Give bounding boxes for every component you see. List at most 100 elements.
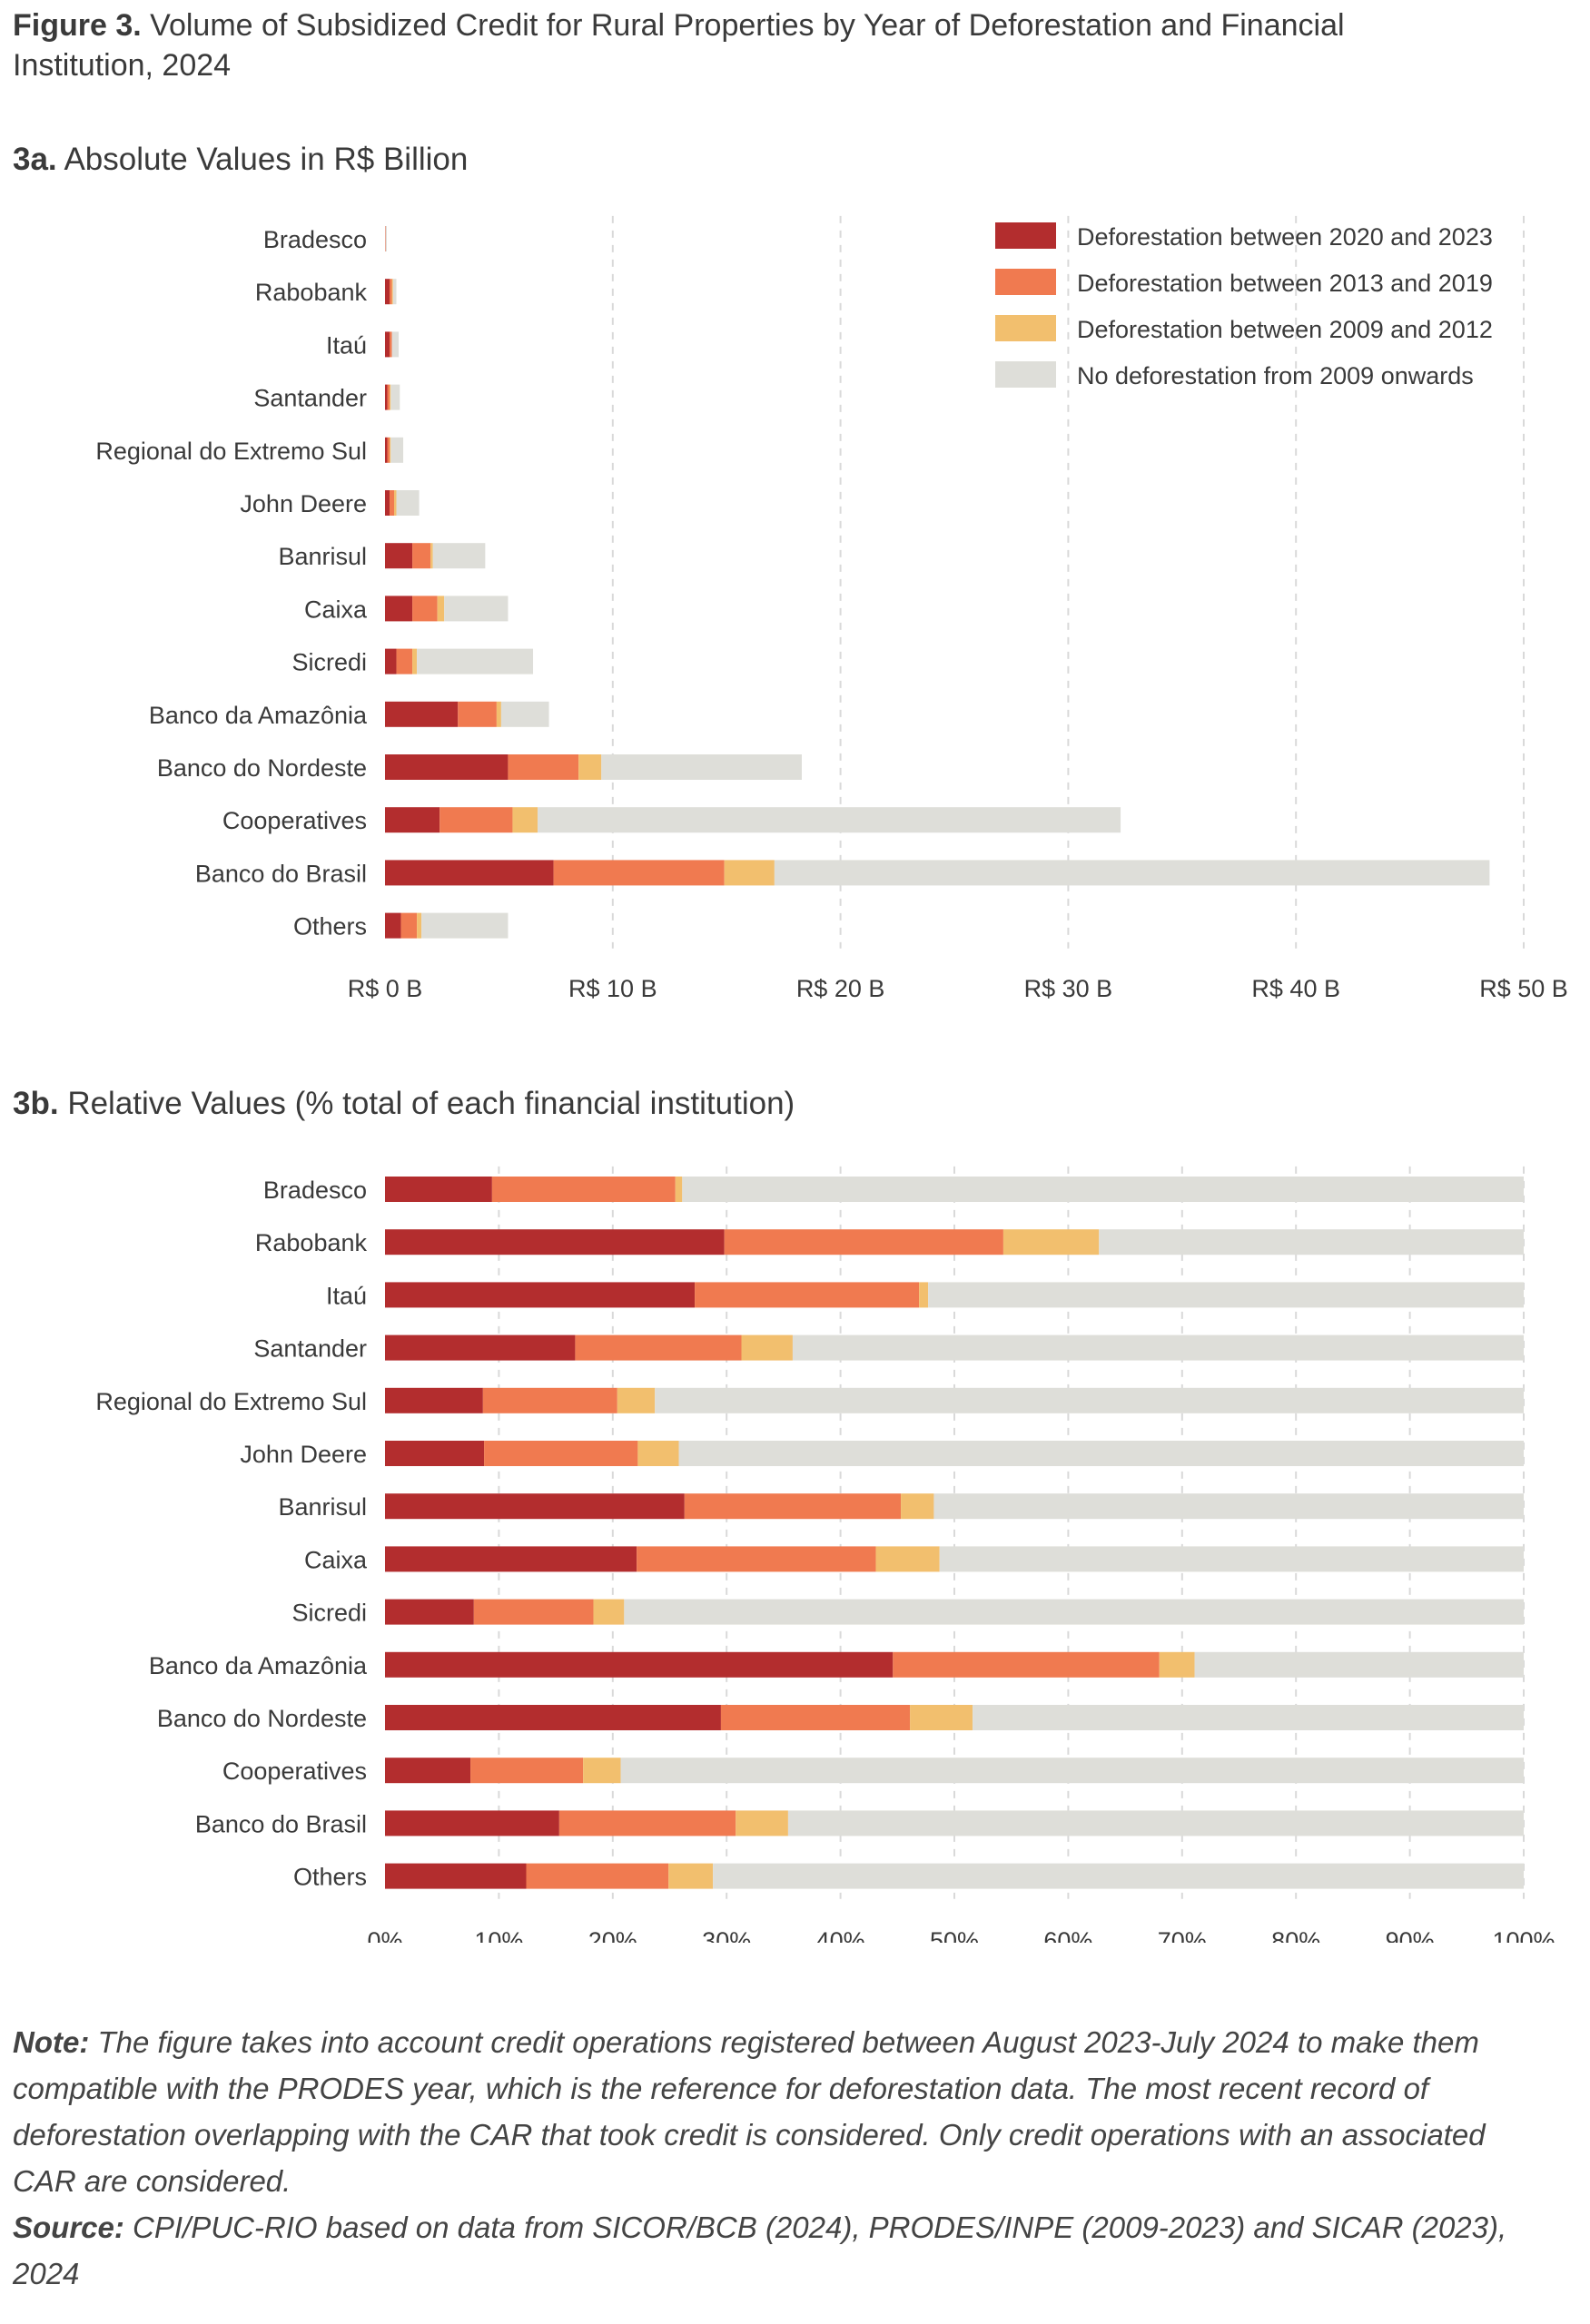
- bar-bradesco-s2: [491, 1177, 676, 1202]
- figure-label: Figure 3.: [13, 8, 142, 43]
- category-label-caixa: Caixa: [304, 596, 368, 623]
- category-label-banrisul: Banrisul: [278, 543, 367, 570]
- bar-caixa-s3: [875, 1546, 940, 1572]
- bar-bradesco-s4: [682, 1177, 1524, 1202]
- bar-regional-do-extremo-sul-s2: [482, 1387, 617, 1413]
- bar-regional-do-extremo-sul-s4: [390, 437, 404, 463]
- bar-banco-do-brasil-s2: [558, 1810, 736, 1837]
- bar-rabobank-s4: [392, 279, 397, 305]
- bar-john-deere-s4: [678, 1441, 1524, 1466]
- x-tick-label-50: 50%: [930, 1927, 979, 1943]
- bar-regional-do-extremo-sul-s3: [617, 1387, 656, 1413]
- bar-banco-do-nordeste-s2: [508, 754, 579, 780]
- bar-banrisul-s3: [430, 543, 433, 569]
- bar-santander-s2: [387, 384, 390, 410]
- bar-cooperatives-s1: [385, 1758, 471, 1784]
- category-label-banco-do-brasil: Banco do Brasil: [195, 1810, 367, 1837]
- x-tick-label-r-40-b: R$ 40 B: [1251, 975, 1340, 1002]
- bar-itau-s3: [919, 1282, 929, 1308]
- bar-itau-s2: [695, 1282, 920, 1308]
- x-tick-label-80: 80%: [1271, 1927, 1320, 1943]
- bar-sicredi-s1: [385, 648, 397, 675]
- bar-cooperatives-s3: [512, 807, 538, 833]
- bar-banco-do-brasil-s1: [385, 1810, 559, 1837]
- bar-john-deere-s2: [484, 1441, 638, 1466]
- bar-others-s1: [385, 1863, 527, 1889]
- panel-a-title: 3a. Absolute Values in R$ Billion: [13, 142, 468, 178]
- bar-banco-do-nordeste-s2: [720, 1705, 911, 1730]
- bar-banrisul-s3: [901, 1493, 934, 1520]
- bar-banrisul-s2: [412, 543, 431, 569]
- bar-banco-do-nordeste-s3: [910, 1705, 973, 1730]
- bar-rabobank-s1: [385, 279, 390, 305]
- bar-banco-da-amazonia-s4: [500, 701, 549, 727]
- bar-banco-da-amazonia-s3: [1159, 1651, 1195, 1678]
- bar-sicredi-s4: [624, 1599, 1524, 1625]
- x-tick-label-10: 10%: [474, 1927, 523, 1943]
- category-label-banco-do-nordeste: Banco do Nordeste: [157, 754, 367, 782]
- bar-banco-do-brasil-s4: [774, 860, 1490, 886]
- bar-banco-da-amazonia-s3: [496, 701, 501, 727]
- bar-others-s3: [417, 912, 422, 939]
- bar-regional-do-extremo-sul-s1: [385, 437, 388, 463]
- category-label-caixa: Caixa: [304, 1546, 368, 1573]
- bar-john-deere-s1: [385, 490, 390, 516]
- bar-sicredi-s3: [412, 648, 418, 675]
- legend-label-2: Deforestation between 2013 and 2019: [1077, 270, 1493, 297]
- x-tick-label-r-20-b: R$ 20 B: [796, 975, 885, 1002]
- bar-banco-do-nordeste-s1: [385, 754, 509, 780]
- x-tick-label-20: 20%: [588, 1927, 637, 1943]
- x-tick-label-30: 30%: [702, 1927, 751, 1943]
- bar-banco-do-brasil-s1: [385, 860, 554, 886]
- bar-banco-da-amazonia-s4: [1194, 1651, 1524, 1678]
- source-text: CPI/PUC-RIO based on data from SICOR/BCB…: [13, 2211, 1507, 2290]
- bar-caixa-s2: [637, 1546, 876, 1572]
- bar-cooperatives-s4: [538, 807, 1121, 833]
- bar-banrisul-s1: [385, 1493, 685, 1520]
- category-label-others: Others: [293, 913, 367, 940]
- bar-others-s2: [400, 912, 418, 939]
- x-tick-label-r-50-b: R$ 50 B: [1479, 975, 1568, 1002]
- bar-banrisul-s1: [385, 543, 413, 569]
- panel-b-label: 3b.: [13, 1086, 59, 1121]
- bar-cooperatives-s4: [620, 1758, 1524, 1784]
- bar-others-s4: [421, 912, 509, 939]
- bar-itau-s4: [391, 331, 400, 358]
- x-tick-label-r-30-b: R$ 30 B: [1024, 975, 1113, 1002]
- bar-others-s3: [668, 1863, 714, 1889]
- panel-b-title: 3b. Relative Values (% total of each fin…: [13, 1086, 795, 1122]
- chart-absolute-values: Bradesco Rabobank Itaú Santander Regional do…: [95, 215, 1568, 1002]
- bar-bradesco-s2: [385, 226, 386, 251]
- category-label-regional-do-extremo-sul: Regional do Extremo Sul: [95, 438, 367, 465]
- x-tick-label-0: 0%: [367, 1927, 402, 1943]
- bar-itau-s2: [390, 331, 392, 358]
- panel-a-title-text: Absolute Values in R$ Billion: [64, 142, 469, 177]
- legend-label-3: Deforestation between 2009 and 2012: [1077, 316, 1493, 343]
- legend-swatch-4: [995, 361, 1056, 388]
- x-tick-label-90: 90%: [1386, 1927, 1435, 1943]
- category-label-banco-da-amazonia: Banco da Amazônia: [149, 702, 368, 729]
- bar-santander-s4: [390, 384, 400, 410]
- bar-itau-s4: [928, 1282, 1524, 1308]
- bar-john-deere-s4: [396, 490, 420, 516]
- bar-cooperatives-s3: [583, 1758, 621, 1784]
- panel-a-label: 3a.: [13, 142, 57, 177]
- bar-banrisul-s2: [684, 1493, 902, 1520]
- note-label: Note:: [13, 2025, 90, 2059]
- bar-santander-s3: [741, 1334, 793, 1361]
- category-label-sicredi: Sicredi: [291, 1600, 367, 1627]
- bar-caixa-s2: [412, 596, 438, 622]
- bar-regional-do-extremo-sul-s1: [385, 1387, 483, 1413]
- category-label-santander: Santander: [253, 385, 367, 412]
- bar-santander-s4: [792, 1334, 1524, 1361]
- category-label-sicredi: Sicredi: [291, 649, 367, 676]
- category-label-cooperatives: Cooperatives: [222, 1758, 367, 1785]
- bar-banco-da-amazonia-s1: [385, 1651, 894, 1678]
- bar-sicredi-s2: [396, 648, 413, 675]
- category-label-banrisul: Banrisul: [278, 1493, 367, 1521]
- legend-label-4: No deforestation from 2009 onwards: [1077, 362, 1474, 389]
- category-label-regional-do-extremo-sul: Regional do Extremo Sul: [95, 1388, 367, 1415]
- bar-banco-do-brasil-s4: [787, 1810, 1524, 1837]
- legend-label-1: Deforestation between 2020 and 2023: [1077, 223, 1493, 251]
- x-tick-label-40: 40%: [816, 1927, 865, 1943]
